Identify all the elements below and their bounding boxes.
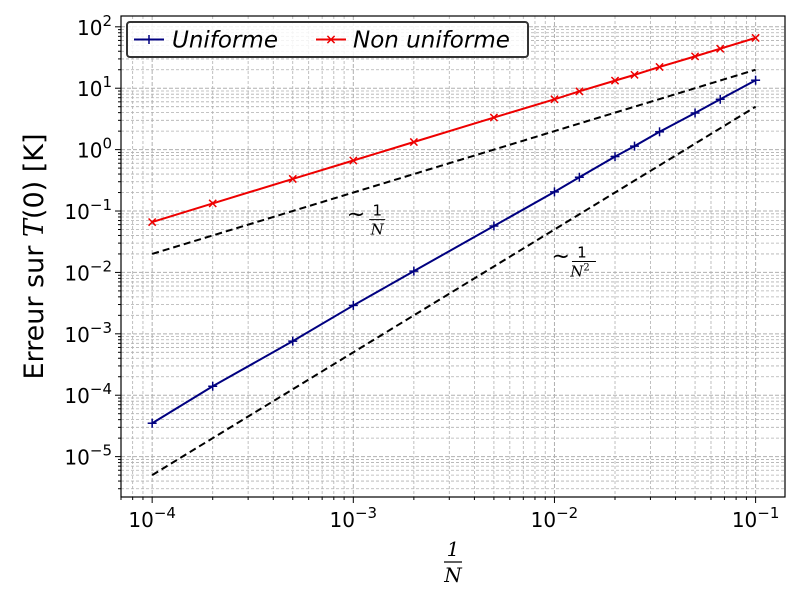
x-tick-label: 10−3 [330, 504, 378, 532]
data-point-non-uniforme [550, 95, 559, 104]
y-tick-label: 100 [77, 135, 112, 163]
x-label-denominator: N [443, 563, 463, 587]
reference-line-1 [151, 68, 756, 255]
ticks: 10−4 10−3 10−2 10−1 10−5 10−4 10−3 10−2 10−1 100 1… [64, 12, 779, 532]
data-point-non-uniforme [288, 174, 297, 184]
data-point-uniforme [549, 187, 559, 197]
data-point-non-uniforme [751, 33, 760, 43]
data-point-uniforme [348, 300, 358, 310]
reference-lines [151, 68, 757, 476]
y-axis-label: Erreur sur T(0) [K] [19, 133, 50, 379]
y-axis-title: Erreur sur T(0) [K] [19, 133, 50, 379]
x-tick-label: 10−2 [531, 504, 579, 532]
annotation-denominator: N2 [569, 262, 590, 280]
x-tick-label: 10−4 [128, 504, 176, 532]
y-tick-label: 10−5 [64, 442, 112, 470]
plot-frame [120, 15, 786, 498]
annotation-numerator: 1 [372, 202, 382, 220]
annotation-prefix: ~ [552, 244, 570, 269]
data-point-uniforme [147, 418, 157, 428]
legend-entry-non-uniforme: Non uniforme [316, 28, 510, 54]
data-point-non-uniforme [610, 76, 620, 85]
data-point-non-uniforme [409, 137, 418, 147]
legend-marker [144, 35, 154, 44]
legend: Uniforme Non uniforme [126, 21, 529, 58]
data-point-uniforme [655, 127, 665, 137]
y-tick-label: 101 [77, 73, 112, 101]
annotation-inv-n: ~1N [347, 202, 386, 239]
data-point-non-uniforme [349, 156, 358, 165]
data-point-non-uniforme [630, 70, 639, 79]
annotation-inv-n2: ~1N2 [552, 243, 596, 280]
grid [120, 16, 785, 497]
data-point-non-uniforme [690, 52, 700, 61]
series-lines [147, 33, 761, 428]
data-point-non-uniforme [716, 44, 725, 53]
data-point-non-uniforme [148, 217, 157, 227]
y-tick-label: 102 [77, 12, 112, 40]
y-tick-label: 10−4 [64, 380, 112, 408]
data-point-uniforme [630, 141, 640, 151]
data-point-uniforme [690, 108, 700, 118]
x-tick-label: 10−1 [732, 504, 780, 532]
data-point-non-uniforme [208, 199, 217, 208]
reference-line-2 [151, 105, 757, 476]
y-tick-label: 10−2 [64, 257, 112, 285]
legend-marker [326, 35, 336, 44]
legend-label: Uniforme [172, 28, 278, 54]
x-label-numerator: 1 [447, 537, 460, 561]
data-point-uniforme [715, 94, 725, 104]
data-point-uniforme [489, 221, 499, 231]
series-line-uniforme [151, 79, 757, 425]
data-point-uniforme [288, 336, 298, 346]
legend-entry-uniforme: Uniforme [134, 28, 278, 54]
annotations: ~1N~ 1N2 [347, 202, 596, 280]
annotation-denominator: N [370, 221, 385, 239]
data-point-uniforme [610, 152, 620, 162]
data-point-non-uniforme [575, 87, 584, 96]
data-point-uniforme [574, 172, 584, 182]
data-point-non-uniforme [655, 62, 664, 72]
series-line-non-uniforme [151, 36, 756, 224]
legend-label: Non uniforme [353, 28, 510, 54]
data-point-uniforme [208, 381, 218, 391]
data-point-uniforme [751, 75, 761, 85]
data-point-non-uniforme [489, 113, 499, 122]
y-tick-label: 10−3 [64, 319, 112, 347]
x-axis-label: 1N [443, 537, 463, 587]
annotation-numerator: 1 [577, 243, 587, 261]
annotation-prefix: ~ [347, 203, 365, 228]
y-tick-label: 10−1 [64, 196, 112, 224]
data-point-uniforme [409, 266, 419, 276]
